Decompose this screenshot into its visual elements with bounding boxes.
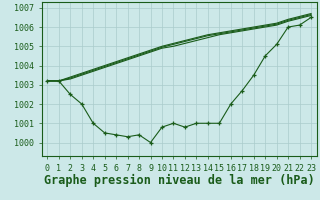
X-axis label: Graphe pression niveau de la mer (hPa): Graphe pression niveau de la mer (hPa) <box>44 174 315 187</box>
